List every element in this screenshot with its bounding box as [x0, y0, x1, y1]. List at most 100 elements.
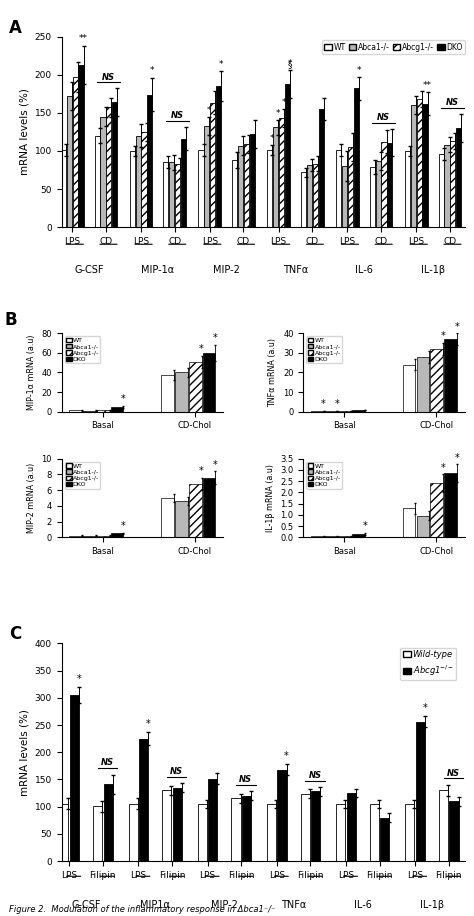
- Bar: [375, 161, 381, 227]
- Text: NS: NS: [101, 758, 114, 768]
- Bar: [112, 103, 117, 227]
- Bar: [189, 484, 201, 538]
- Text: *: *: [455, 453, 460, 463]
- Bar: [244, 144, 249, 227]
- Text: NS: NS: [309, 771, 321, 780]
- Bar: [370, 804, 379, 861]
- Bar: [69, 410, 82, 411]
- Bar: [417, 99, 422, 227]
- Bar: [110, 533, 124, 538]
- Text: IL-6: IL-6: [354, 900, 372, 911]
- Text: IL-1β: IL-1β: [421, 266, 445, 275]
- Text: *: *: [150, 67, 155, 75]
- Bar: [311, 791, 320, 861]
- Bar: [181, 138, 186, 227]
- Bar: [128, 804, 137, 861]
- Bar: [336, 150, 341, 227]
- Text: *: *: [335, 398, 340, 409]
- Text: *: *: [441, 332, 446, 342]
- Text: G-CSF: G-CSF: [71, 900, 101, 911]
- Bar: [301, 793, 310, 861]
- Y-axis label: mRNA levels (%): mRNA levels (%): [19, 709, 29, 796]
- Text: *: *: [121, 394, 126, 404]
- Bar: [444, 339, 457, 411]
- Legend: WT, Abca1-/-, Abcg1-/-, DKO: WT, Abca1-/-, Abcg1-/-, DKO: [307, 462, 342, 489]
- Legend: Wild-type, Abcg1$^{-/-}$: Wild-type, Abcg1$^{-/-}$: [400, 648, 456, 680]
- Bar: [162, 791, 171, 861]
- Bar: [411, 105, 416, 227]
- Text: A: A: [9, 18, 22, 37]
- Text: MIP1α: MIP1α: [140, 900, 170, 911]
- Bar: [301, 172, 306, 227]
- Bar: [307, 166, 312, 227]
- Bar: [161, 376, 174, 411]
- Bar: [387, 143, 392, 227]
- Bar: [319, 109, 324, 227]
- Bar: [285, 84, 290, 227]
- Text: *: *: [282, 99, 286, 107]
- Bar: [204, 125, 210, 227]
- Text: §: §: [288, 60, 292, 69]
- Text: NS: NS: [377, 113, 390, 122]
- Bar: [382, 142, 387, 227]
- Bar: [439, 791, 448, 861]
- Text: *: *: [276, 109, 281, 118]
- Bar: [69, 536, 82, 538]
- Legend: WT, Abca1-/-, Abcg1-/-, DKO: WT, Abca1-/-, Abcg1-/-, DKO: [307, 336, 342, 363]
- Bar: [139, 738, 148, 861]
- Legend: WT, Abca1-/-, Abcg1-/-, DKO: WT, Abca1-/-, Abcg1-/-, DKO: [65, 462, 100, 489]
- Bar: [73, 77, 78, 227]
- Bar: [430, 484, 443, 538]
- Text: *: *: [121, 521, 126, 530]
- Bar: [238, 146, 243, 227]
- Bar: [450, 141, 456, 227]
- Text: NS: NS: [446, 99, 459, 107]
- Y-axis label: TNFα mRNA (a.u): TNFα mRNA (a.u): [268, 338, 277, 407]
- Bar: [279, 118, 284, 227]
- Bar: [83, 536, 96, 538]
- Text: IL-1β: IL-1β: [420, 900, 444, 911]
- Bar: [354, 89, 359, 227]
- Bar: [175, 373, 188, 411]
- Bar: [83, 410, 96, 411]
- Bar: [175, 164, 180, 227]
- Bar: [417, 516, 429, 538]
- Bar: [338, 536, 351, 538]
- Bar: [175, 501, 188, 538]
- Text: NS: NS: [170, 768, 183, 776]
- Bar: [402, 508, 416, 538]
- Bar: [70, 695, 79, 861]
- Text: *: *: [321, 398, 326, 409]
- Text: *: *: [363, 521, 368, 531]
- Bar: [445, 145, 449, 227]
- Bar: [216, 86, 221, 227]
- Bar: [67, 96, 72, 227]
- Bar: [422, 104, 428, 227]
- Bar: [189, 362, 201, 411]
- Text: G-CSF: G-CSF: [74, 266, 104, 275]
- Bar: [310, 536, 324, 538]
- Bar: [110, 407, 124, 411]
- Bar: [267, 150, 273, 227]
- Bar: [94, 136, 100, 227]
- Bar: [250, 134, 255, 227]
- Text: TNFα: TNFα: [283, 266, 308, 275]
- Text: NS: NS: [239, 775, 252, 784]
- Bar: [97, 410, 109, 411]
- Bar: [164, 162, 168, 227]
- Bar: [352, 534, 365, 538]
- Bar: [59, 804, 68, 861]
- Bar: [106, 107, 111, 227]
- Text: *: *: [213, 460, 218, 470]
- Text: NS: NS: [102, 72, 115, 82]
- Bar: [103, 784, 113, 861]
- Text: *: *: [213, 333, 218, 344]
- Y-axis label: mRNA levels (%): mRNA levels (%): [19, 89, 29, 175]
- Bar: [232, 160, 237, 227]
- Text: **: **: [79, 35, 88, 43]
- Bar: [338, 410, 351, 411]
- Bar: [130, 151, 135, 227]
- Bar: [147, 94, 152, 227]
- Text: *: *: [288, 59, 292, 68]
- Bar: [310, 410, 324, 411]
